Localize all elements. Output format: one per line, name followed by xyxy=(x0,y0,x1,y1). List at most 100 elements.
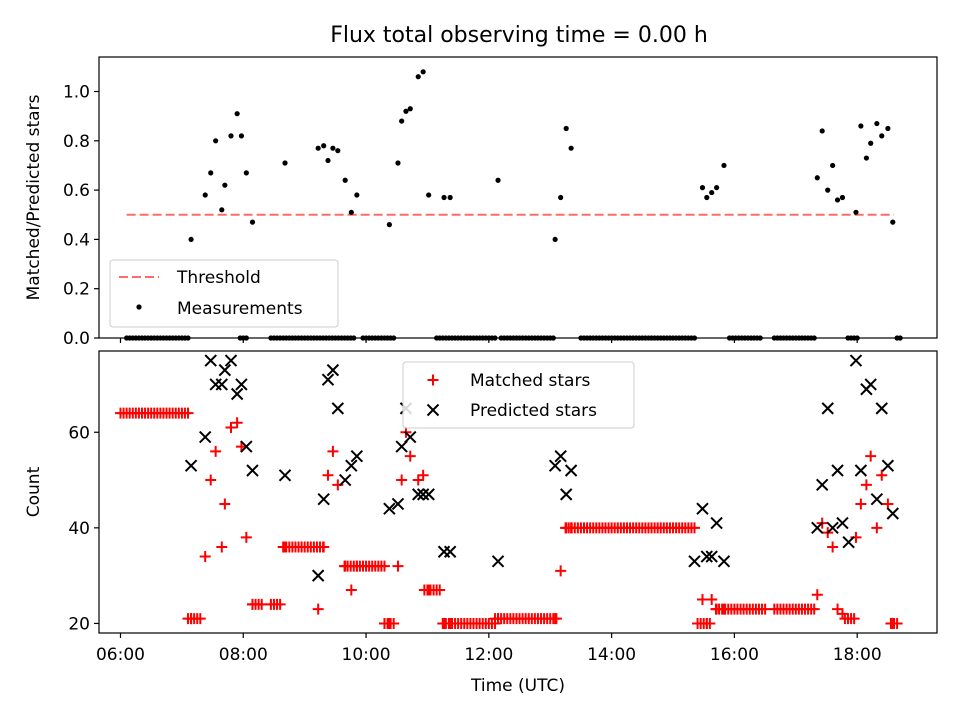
measurement-point xyxy=(699,185,706,191)
matched-star-marker xyxy=(412,474,424,486)
measurement-point xyxy=(354,192,360,198)
y-tick-label: 0.2 xyxy=(63,280,90,300)
predicted-star-marker xyxy=(548,459,562,472)
measurement-point xyxy=(415,74,421,80)
predicted-star-marker xyxy=(854,464,868,477)
measurement-point xyxy=(188,236,194,243)
matched-star-marker xyxy=(876,469,888,481)
matched-star-marker xyxy=(827,541,839,553)
predicted-star-marker xyxy=(383,502,396,515)
matched-star-marker xyxy=(322,469,334,481)
matched-star-marker xyxy=(887,617,899,629)
measurement-point xyxy=(222,182,228,188)
predicted-star-marker xyxy=(422,488,435,501)
predicted-star-marker xyxy=(246,464,259,477)
predicted-star-marker xyxy=(184,459,198,472)
measurement-point xyxy=(721,162,727,169)
predicted-star-marker xyxy=(811,521,824,535)
predicted-star-marker xyxy=(230,387,244,401)
matched-star-marker xyxy=(549,613,561,625)
matched-star-marker xyxy=(225,421,237,433)
measurement-point xyxy=(714,185,720,191)
predicted-star-marker xyxy=(864,378,877,391)
measurement-point xyxy=(348,209,354,215)
matched-star-marker xyxy=(345,584,357,596)
measurement-point xyxy=(213,138,219,144)
measurement-point xyxy=(234,111,240,117)
predicted-star-marker xyxy=(842,535,855,549)
measurement-point xyxy=(858,123,864,129)
measurement-point xyxy=(282,160,288,166)
matched-star-marker xyxy=(210,445,222,457)
legend-box xyxy=(402,361,635,429)
measurement-point xyxy=(243,170,249,176)
matched-star-marker xyxy=(312,603,324,615)
matched-star-marker xyxy=(279,541,291,553)
measurement-point xyxy=(249,219,256,225)
x-tick-label: 08:00 xyxy=(219,645,268,665)
measurement-point xyxy=(853,209,859,215)
matched-star-marker xyxy=(555,565,567,577)
matched-star-marker xyxy=(392,560,404,572)
matched-star-marker xyxy=(378,560,390,572)
measurement-point xyxy=(819,128,825,134)
predicted-star-marker xyxy=(831,464,844,477)
predicted-star-marker xyxy=(350,449,364,463)
matched-star-marker xyxy=(339,560,351,572)
chart-title: Flux total observing time = 0.00 h xyxy=(330,23,708,48)
measurement-point xyxy=(830,162,836,169)
x-tick-label: 10:00 xyxy=(342,645,391,665)
measurement-point xyxy=(238,133,245,139)
measurement-point xyxy=(228,133,234,139)
matched-star-marker xyxy=(274,598,286,610)
predicted-star-marker xyxy=(326,363,340,377)
measurement-point xyxy=(874,120,880,127)
matched-star-marker xyxy=(246,598,258,610)
matched-star-marker xyxy=(871,522,883,534)
predicted-star-marker xyxy=(331,402,345,415)
measurement-point xyxy=(321,143,327,149)
predicted-star-marker xyxy=(815,478,829,492)
predicted-star-marker xyxy=(311,569,325,582)
predicted-star-marker xyxy=(836,516,849,530)
y-tick-label: 1.0 xyxy=(63,83,90,103)
y-axis-label: Matched/Predicted stars xyxy=(24,94,44,300)
predicted-star-marker xyxy=(886,507,900,520)
predicted-star-marker xyxy=(717,555,731,568)
predicted-star-marker xyxy=(705,550,718,563)
matched-star-marker xyxy=(194,613,206,625)
measurement-point xyxy=(420,69,426,75)
matched-star-marker xyxy=(240,531,252,543)
matched-star-marker xyxy=(327,445,339,457)
y-tick-label: 0.0 xyxy=(63,329,90,349)
legend-predicted-label: Predicted stars xyxy=(470,401,597,421)
matched-star-marker xyxy=(396,474,408,486)
measurement-point xyxy=(219,207,225,213)
x-tick-label: 06:00 xyxy=(96,645,145,665)
matched-star-marker xyxy=(808,603,820,615)
x-axis-label: Time (UTC) xyxy=(470,676,565,696)
matched-star-marker xyxy=(205,474,217,486)
predicted-star-marker xyxy=(443,545,457,558)
predicted-star-marker xyxy=(317,492,330,506)
axes-frame xyxy=(98,350,938,634)
predicted-star-marker xyxy=(412,488,425,501)
predicted-star-marker xyxy=(870,492,884,506)
matched-star-marker xyxy=(701,617,713,629)
predicted-star-marker xyxy=(345,459,358,472)
legend-box xyxy=(109,259,339,328)
predicted-star-marker xyxy=(278,469,292,482)
y-axis-label: Count xyxy=(24,466,44,517)
legend-measurements-label: Measurements xyxy=(177,299,303,319)
predicted-star-marker xyxy=(688,555,701,568)
matched-star-marker xyxy=(836,608,848,620)
legend-threshold-label: Threshold xyxy=(176,268,261,288)
legend-matched-swatch xyxy=(427,374,439,386)
matched-star-marker xyxy=(185,613,197,625)
predicted-star-marker xyxy=(564,464,578,477)
predicted-star-marker xyxy=(404,430,417,444)
matched-star-marker xyxy=(811,589,823,601)
measurement-point xyxy=(325,157,331,164)
measurement-point xyxy=(568,145,574,151)
